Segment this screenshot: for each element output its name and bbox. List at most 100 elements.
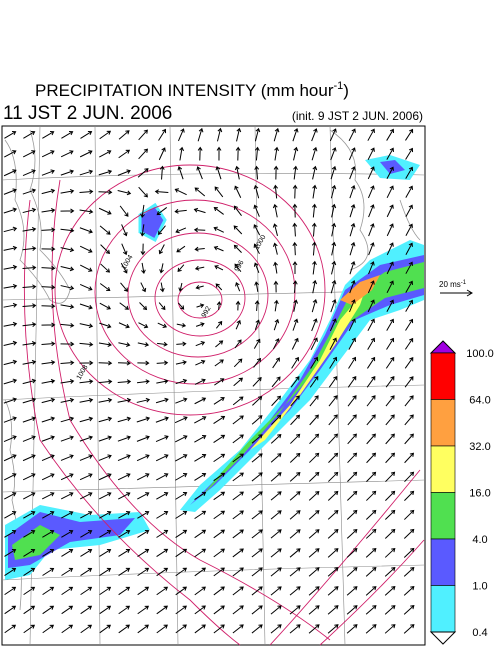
wind-arrow	[270, 510, 282, 520]
wind-arrow	[213, 491, 226, 501]
wind-arrow	[273, 299, 279, 312]
wind-arrow	[99, 322, 112, 329]
wind-arrow	[384, 624, 396, 634]
wind-arrow	[273, 127, 280, 142]
wind-arrow	[3, 169, 17, 177]
wind-arrow	[404, 337, 414, 350]
wind-arrow	[79, 416, 94, 423]
wind-arrow	[23, 529, 36, 538]
wind-arrow	[367, 337, 376, 350]
wind-arrow	[177, 264, 185, 273]
wind-arrow	[385, 490, 396, 501]
wind-arrow	[292, 241, 298, 256]
colorbar: 100.0 64.0 32.0 16.0 4.0 1.0 0.4	[429, 340, 494, 645]
wind-arrow	[137, 567, 150, 577]
wind-arrow	[216, 301, 222, 311]
wind-arrow	[215, 320, 223, 329]
wind-arrow	[194, 510, 207, 520]
wind-arrow	[347, 471, 358, 482]
wind-arrow	[22, 246, 37, 251]
wind-arrow	[251, 491, 263, 501]
wind-arrow	[367, 166, 375, 180]
wind-arrow	[157, 341, 168, 347]
colorbar-label: 1.0	[472, 581, 487, 593]
wind-arrow	[367, 147, 375, 161]
wind-arrow	[60, 285, 75, 291]
wind-arrow	[310, 356, 319, 369]
wind-arrow	[22, 284, 37, 290]
precip-orange	[340, 275, 380, 305]
wind-arrow	[308, 529, 320, 539]
wind-arrow	[136, 379, 150, 384]
wind-arrow	[79, 150, 93, 158]
wind-arrow	[232, 605, 244, 615]
wind-arrow	[61, 530, 74, 538]
wind-arrow	[4, 511, 17, 519]
init-time: (init. 9 JST 2 JUN. 2006)	[292, 109, 423, 123]
wind-arrow	[271, 376, 281, 388]
wind-arrow	[213, 529, 225, 539]
wind-arrow	[405, 299, 414, 312]
wind-arrow	[3, 473, 17, 481]
wind-arrow	[22, 435, 36, 442]
wind-arrow	[235, 319, 241, 330]
wind-arrow	[368, 261, 375, 275]
wind-arrow	[194, 453, 207, 462]
wind-arrow	[79, 360, 94, 366]
wind-arrow	[349, 222, 356, 237]
wind-arrow	[311, 241, 317, 256]
wind-arrow	[98, 416, 113, 423]
wind-arrow	[137, 511, 150, 519]
wind-arrow	[118, 605, 131, 615]
wind-arrow	[405, 147, 414, 160]
wind-arrow	[386, 337, 395, 350]
wind-arrow	[175, 360, 187, 365]
wind-arrow	[60, 228, 75, 233]
wind-arrow	[100, 263, 111, 273]
wind-arrow	[384, 528, 396, 539]
wind-scale: 20 ms-1	[439, 280, 473, 297]
wind-arrow	[98, 397, 113, 403]
wind-arrow	[79, 303, 93, 310]
wind-arrow	[270, 453, 282, 463]
wind-arrow	[118, 149, 131, 159]
wind-arrow	[290, 376, 300, 388]
wind-arrow	[177, 165, 184, 180]
wind-arrow	[308, 624, 320, 634]
wind-arrow	[331, 222, 337, 237]
wind-arrow	[60, 360, 75, 366]
wind-arrow	[346, 509, 358, 520]
colorbar-segment	[430, 492, 456, 540]
wind-arrow	[366, 375, 376, 388]
wind-arrow	[118, 567, 131, 576]
wind-arrow	[385, 433, 395, 445]
wind-arrow	[42, 548, 55, 557]
wind-arrow	[23, 605, 36, 615]
wind-arrow	[140, 224, 145, 237]
wind-arrow	[178, 282, 184, 292]
wind-arrow	[155, 454, 169, 462]
wind-arrow	[349, 166, 356, 180]
wind-arrow	[404, 471, 415, 483]
wind-arrow	[4, 624, 17, 634]
wind-arrow	[273, 184, 279, 199]
wind-arrow	[213, 567, 225, 577]
wind-arrow	[99, 283, 111, 292]
wind-arrow	[290, 395, 300, 407]
wind-arrow	[349, 280, 356, 294]
wind-arrow	[328, 471, 339, 482]
wind-arrow	[271, 414, 282, 425]
wind-arrow	[3, 302, 18, 308]
wind-arrow	[292, 280, 298, 293]
wind-arrow	[99, 624, 112, 634]
wind-arrow	[117, 379, 132, 385]
wind-arrow	[348, 128, 356, 142]
wind-arrow	[99, 548, 112, 557]
wind-arrow	[293, 146, 299, 161]
wind-arrow	[41, 360, 56, 365]
wind-arrow	[41, 169, 55, 176]
wind-arrow	[80, 548, 93, 557]
wind-arrow	[98, 360, 113, 366]
wind-arrow	[139, 302, 148, 311]
